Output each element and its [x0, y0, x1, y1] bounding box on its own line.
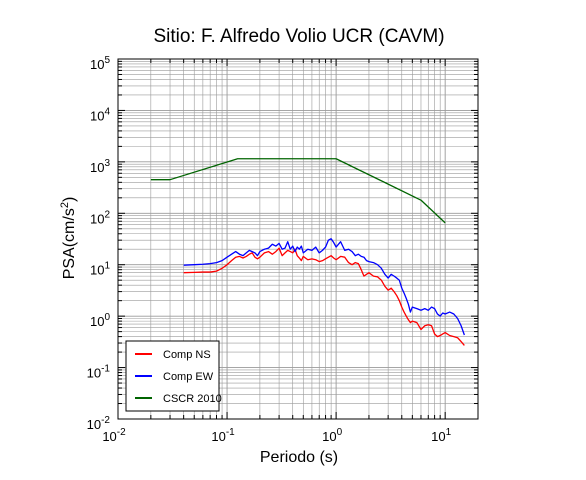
- x-tick-label-exponent: 0: [337, 427, 343, 438]
- x-tick-label-base: 10: [322, 429, 336, 444]
- y-axis-label-superscript: 2: [59, 202, 71, 208]
- y-tick-label-exponent: 3: [104, 158, 110, 169]
- legend-label-comp-ew: Comp EW: [163, 371, 214, 383]
- x-tick-label: 101: [431, 427, 451, 444]
- y-tick-label-exponent: 1: [104, 261, 110, 272]
- y-tick-label-exponent: -1: [101, 364, 110, 375]
- x-tick-label: 10-1: [211, 427, 235, 444]
- series-line-comp-ns: [183, 247, 465, 346]
- y-tick-label: 10-1: [87, 364, 111, 381]
- y-tick-label-exponent: 2: [104, 209, 110, 220]
- x-axis-tick-labels: 10-2 10-1 100 101: [102, 427, 451, 444]
- y-tick-label-exponent: -2: [101, 415, 110, 426]
- y-tick-label-base: 10: [90, 108, 104, 123]
- y-tick-label: 102: [90, 209, 110, 226]
- x-tick-label-base: 10: [102, 429, 116, 444]
- y-tick-label-base: 10: [90, 57, 104, 72]
- y-tick-label-exponent: 5: [104, 55, 110, 66]
- y-tick-label-exponent: 4: [104, 106, 110, 117]
- x-axis-label: Periodo (s): [260, 449, 338, 466]
- y-tick-label: 105: [90, 55, 110, 72]
- legend-label-cscr-2010: CSCR 2010: [163, 393, 222, 405]
- chart-title: Sitio: F. Alfredo Volio UCR (CAVM): [153, 26, 444, 47]
- plot-frame: [117, 58, 479, 420]
- y-axis-label-main: PSA(cm/s: [61, 208, 78, 279]
- axis-ticks: [117, 58, 479, 420]
- legend: Comp NS Comp EW CSCR 2010: [125, 340, 222, 412]
- grid: [117, 58, 479, 420]
- x-tick-label: 100: [322, 427, 342, 444]
- y-tick-label-base: 10: [90, 314, 104, 329]
- y-tick-label: 100: [90, 312, 110, 329]
- x-tick-label: 10-2: [102, 427, 126, 444]
- y-tick-label: 103: [90, 158, 110, 175]
- y-tick-label-base: 10: [87, 417, 101, 432]
- y-tick-label-base: 10: [90, 263, 104, 278]
- y-tick-label: 104: [90, 106, 110, 123]
- x-tick-label-base: 10: [211, 429, 225, 444]
- y-tick-label-exponent: 0: [104, 312, 110, 323]
- y-tick-label-base: 10: [87, 366, 101, 381]
- data-series: [150, 158, 465, 346]
- legend-items: Comp NS Comp EW CSCR 2010: [135, 349, 222, 405]
- y-axis-label-tail: ): [61, 197, 78, 202]
- legend-label-comp-ns: Comp NS: [163, 349, 211, 361]
- series-line-cscr-2010: [150, 158, 446, 224]
- y-tick-label: 101: [90, 261, 110, 278]
- x-tick-label-exponent: 1: [446, 427, 452, 438]
- y-tick-label: 10-2: [87, 415, 111, 432]
- x-tick-label-exponent: -1: [226, 427, 235, 438]
- y-tick-label-base: 10: [90, 211, 104, 226]
- y-axis-label: PSA(cm/s2): [59, 197, 78, 280]
- x-tick-label-base: 10: [431, 429, 445, 444]
- y-tick-label-base: 10: [90, 160, 104, 175]
- x-tick-label-exponent: -2: [117, 427, 126, 438]
- series-line-comp-ew: [183, 238, 465, 336]
